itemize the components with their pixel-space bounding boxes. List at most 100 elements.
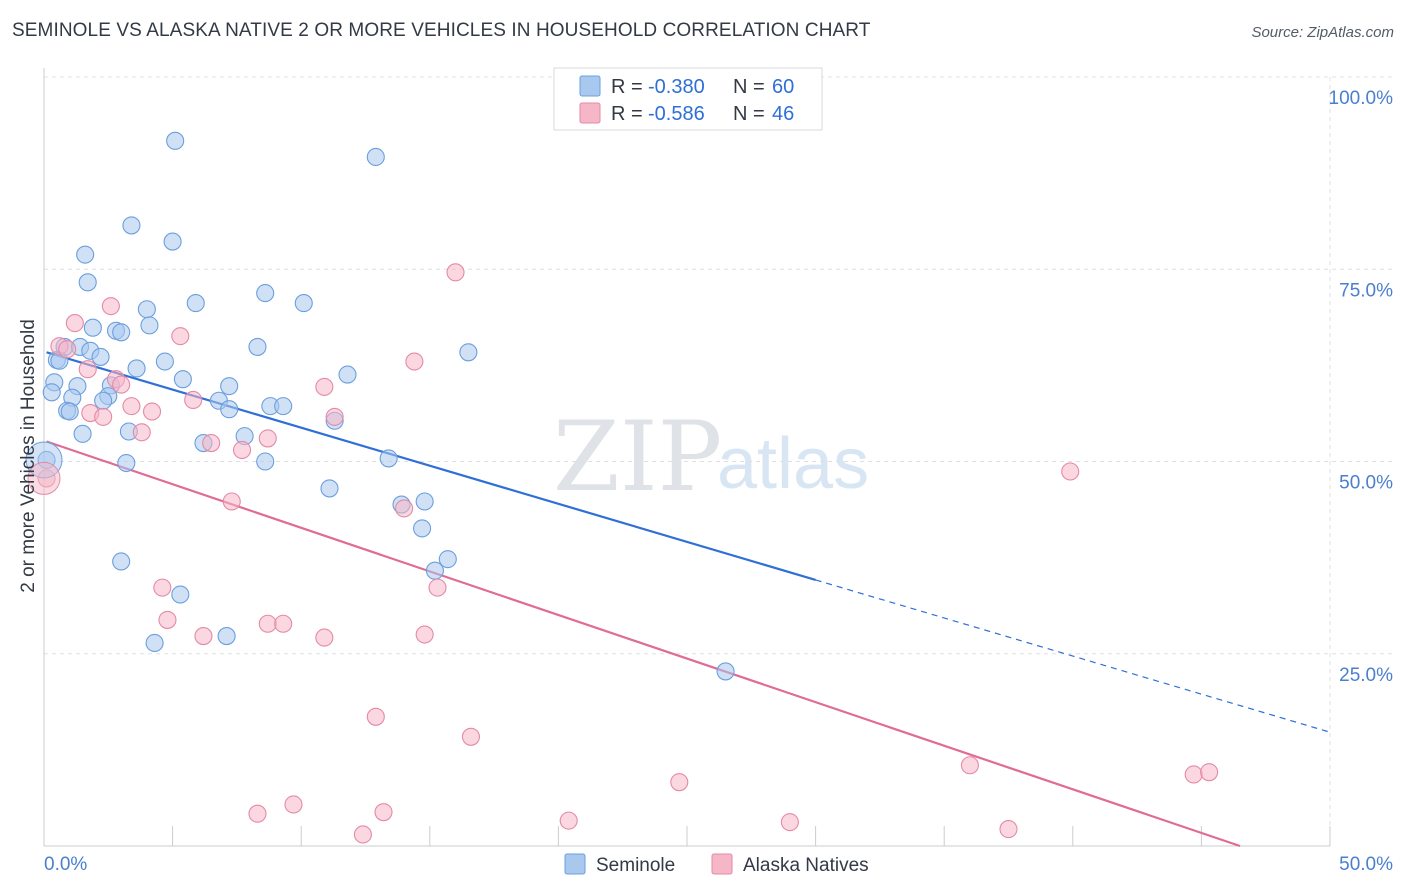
alaska-native-point [1184,765,1203,784]
alaska-native-point [405,352,424,371]
seminole-trend-line [46,351,816,581]
alaska-native-point [258,429,277,448]
alaska-native-point [58,340,77,359]
alaska-native-point [122,397,141,416]
seminole-point [366,147,385,167]
alaska-native-point [101,297,120,316]
seminole-point [117,453,136,473]
seminole-point [217,627,236,646]
chart-title: SEMINOLE VS ALASKA NATIVE 2 OR MORE VEHI… [12,20,871,41]
alaska-native-point [158,610,177,629]
alaska-native-point [461,727,481,746]
alaska-native-point [1200,763,1219,782]
y-tick-label: 50.0% [1339,473,1393,494]
alaska-native-point [366,707,385,726]
seminole-point [459,343,478,362]
stats-r-value-alaska: -0.586 [648,103,705,125]
alaska-native-point [184,390,203,410]
seminole-point [78,273,97,292]
alaska-native-point [248,804,267,823]
seminole-point [155,352,174,371]
alaska-native-point [960,756,979,775]
alaska-native-point [153,578,172,597]
y-tick-label: 75.0% [1339,280,1393,301]
stats-n-label-alaska: N = [733,103,765,125]
stats-n-value-seminole: 60 [772,76,794,98]
seminole-point [83,318,102,337]
seminole-point [220,400,239,419]
stats-r-value-seminole: -0.380 [648,76,705,98]
seminole-point [248,337,267,356]
alaska-native-point [27,461,61,495]
seminole-point [379,449,398,468]
seminole-point [91,347,110,366]
seminole-point [76,245,95,264]
trend-lines [46,351,1331,848]
data-points [25,131,1219,844]
seminole-point [73,424,92,443]
seminole-point [220,377,239,396]
seminole-point [166,131,185,150]
seminole-point [415,492,434,511]
legend-swatch-alaska [711,853,733,875]
seminole-point [413,519,432,538]
alaska-native-point [274,614,293,633]
stats-legend: R = -0.380 N = 60 R = -0.586 N = 46 [553,67,823,131]
alaska-native-point [999,820,1018,839]
alaska-native-point [194,627,213,646]
y-tick-labels: 100.0% 75.0% 50.0% 25.0% [1329,88,1394,686]
seminole-point [294,294,313,313]
stats-r-label-alaska: R = [611,103,643,125]
x-tick-labels: 0.0% 50.0% [44,854,1393,875]
alaska-native-point [325,407,344,426]
alaska-native-point [315,628,334,647]
seminole-point [320,479,339,498]
y-tick-label: 100.0% [1329,88,1394,109]
legend-label-alaska: Alaska Natives [743,855,869,876]
stats-legend-swatch-alaska [579,102,601,124]
seminole-point [173,370,192,389]
watermark-atlas: atlas [717,424,869,504]
stats-r-label-seminole: R = [611,76,643,98]
alaska-native-point [315,377,334,396]
alaska-native-point [65,314,84,333]
seminole-point [112,552,131,571]
seminole-point [145,633,164,653]
x-tick-label: 0.0% [44,854,87,875]
seminole-point [94,391,113,410]
seminole-point [163,232,182,251]
alaska-native-point [78,360,97,379]
y-axis-label: 2 or more Vehicles in Household [18,319,39,593]
alaska-native-point [353,825,372,844]
y-tick-label: 25.0% [1339,665,1393,686]
seminole-point [186,294,205,313]
watermark-zip: ZIP [553,401,722,513]
gridlines [44,76,1392,846]
seminole-point [171,585,190,604]
alaska-native-point [374,803,393,822]
seminole-point [256,284,275,303]
alaska-native-point [112,375,131,394]
x-tick-label: 50.0% [1339,854,1393,875]
alaska-native-point [428,578,447,597]
series-legend: Seminole Alaska Natives [564,853,869,876]
legend-label-seminole: Seminole [596,855,675,876]
seminole-trend-extension [815,579,1331,733]
stats-n-label-seminole: N = [733,76,765,98]
alaska-native-point [132,423,151,442]
alaska-native-point [559,811,578,830]
seminole-point [140,316,159,335]
seminole-point [274,397,293,416]
alaska-native-point [94,407,113,426]
alaska-native-point [232,440,252,460]
seminole-point [425,561,444,580]
alaska-native-point [202,433,221,453]
seminole-point [137,300,156,319]
alaska-native-point [670,773,689,792]
seminole-point [256,452,275,471]
legend-swatch-seminole [564,853,586,875]
stats-n-value-alaska: 46 [772,103,794,125]
alaska-native-point [142,402,162,421]
stats-legend-swatch-seminole [579,75,601,97]
alaska-native-point [415,625,434,644]
